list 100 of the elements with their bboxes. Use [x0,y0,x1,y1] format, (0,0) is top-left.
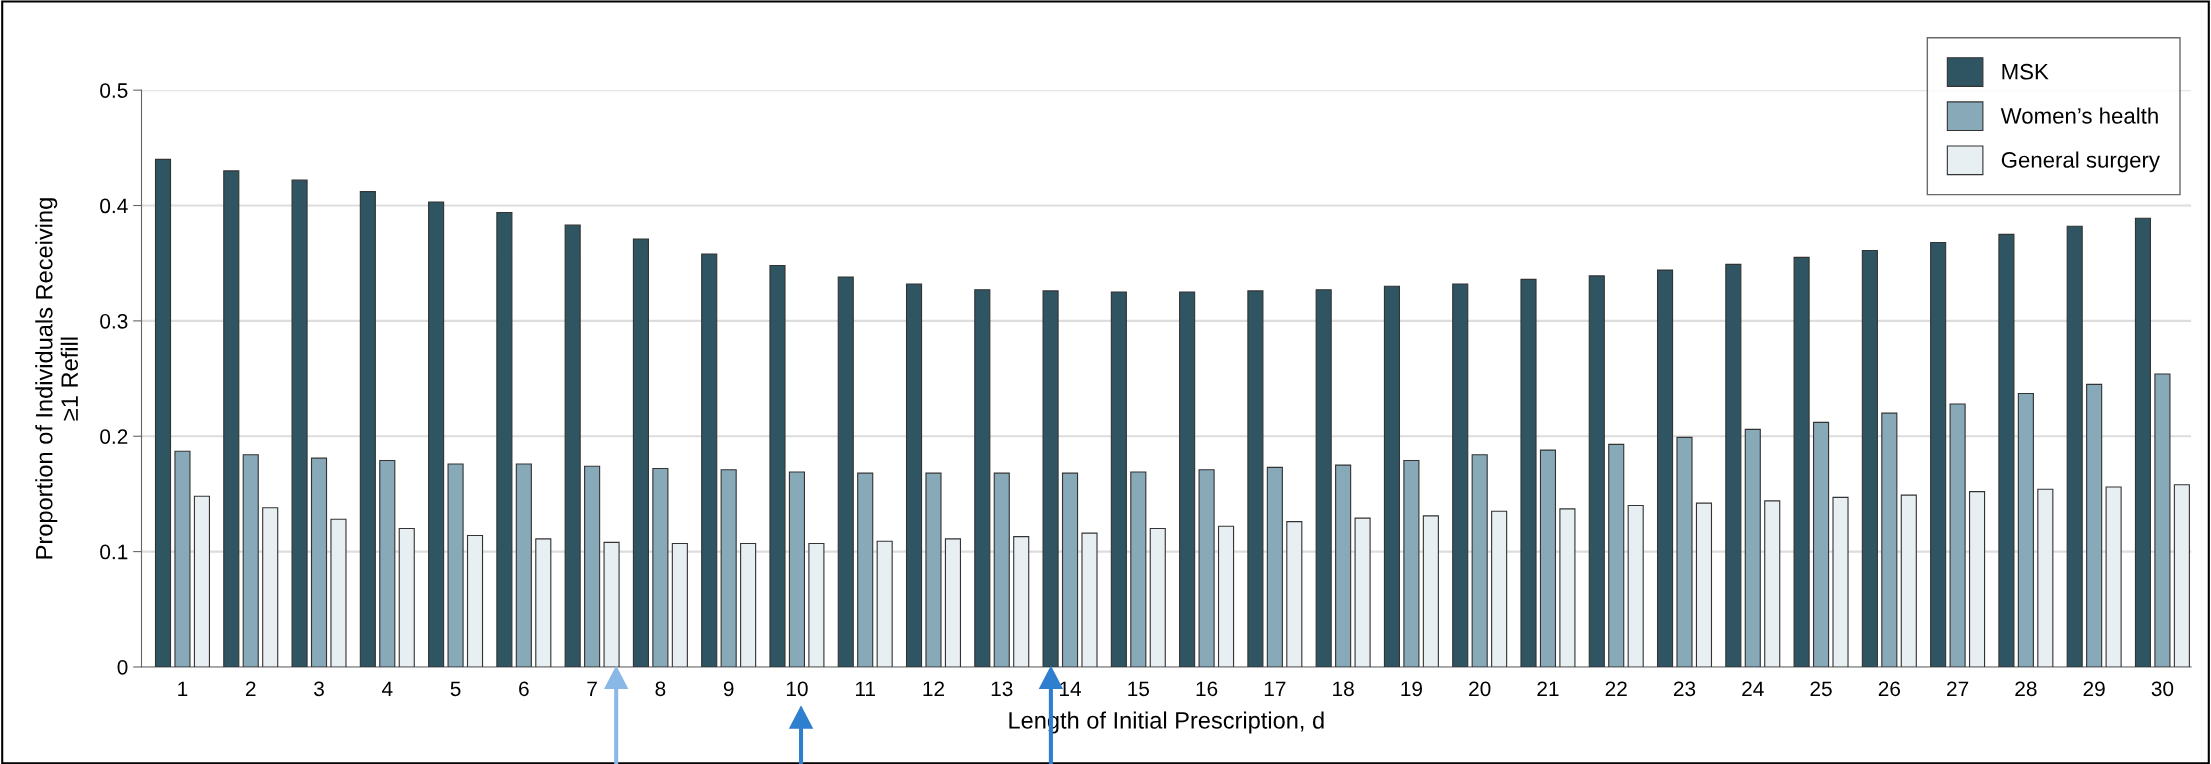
x-tick-label: 14 [1060,681,1082,696]
x-tick-label: 19 [1401,681,1423,697]
x-tick-label: 17 [1264,681,1286,696]
bar [2066,225,2083,667]
bar [1559,508,1576,667]
x-tick-label: 6 [519,681,529,697]
bar [1471,454,1488,667]
bar [876,540,893,667]
bar [1608,443,1625,667]
bar [1968,491,1986,667]
x-tick-label: 11 [855,681,876,696]
x-tick-label: 29 [2083,681,2105,697]
x-tick-label: 25 [1810,681,1832,697]
bar [974,289,991,667]
bar [242,454,259,667]
bar [905,283,923,667]
bar [1744,428,1761,667]
bar [398,527,415,667]
bar [1198,469,1215,667]
bar [1422,515,1439,667]
bar [1491,510,1508,667]
bar [466,534,484,667]
bar [564,224,581,667]
x-tick-label: 7 [587,681,597,696]
y-tick-label: 0.3 [100,313,128,329]
legend-label: Women’s health [2000,107,2158,124]
bar [379,459,396,667]
bar [1266,466,1283,667]
bar [720,469,737,667]
x-tick-label: 12 [923,681,945,696]
bar [925,472,942,667]
bar [652,467,669,667]
bar [1676,436,1693,667]
x-tick-label: 15 [1128,681,1150,697]
bar [1403,459,1420,667]
bar [1861,249,1878,667]
bar [1881,412,1898,667]
x-tick-label: 21 [1537,681,1559,696]
bar [2086,383,2103,667]
bar [447,463,464,667]
bar [2154,373,2171,667]
bar [515,463,532,667]
y-tick-label: 0.1 [100,544,128,560]
y-axis-title: Proportion of Individuals Receiving ≥1 Refill [35,198,79,559]
bar [857,472,874,667]
bar [1081,532,1098,667]
bar [1149,527,1166,667]
x-tick-label: 23 [1673,681,1696,697]
bar [1793,256,1810,667]
bar [1627,504,1644,667]
x-tick-label: 5 [450,681,461,697]
bar [262,507,279,667]
x-tick-label: 27 [1947,681,1969,696]
bar [2037,488,2054,667]
bar [671,542,688,667]
x-tick-label: 26 [1878,681,1900,697]
bar [808,542,825,667]
bar [193,495,210,667]
x-tick-label: 20 [1469,681,1491,697]
bar [174,450,191,667]
x-tick-label: 8 [655,681,666,697]
bar [1900,494,1917,667]
bar [1247,290,1264,667]
bar [2173,484,2190,667]
bar [1539,449,1557,667]
bar [944,538,962,667]
x-tick-label: 22 [1605,681,1627,696]
x-tick-label: 3 [314,681,324,697]
bar [701,253,718,667]
x-tick-label: 16 [1196,681,1218,697]
x-tick-label: 28 [2015,681,2037,697]
x-tick-label: 18 [1333,681,1354,697]
bar [496,211,513,667]
bar [788,471,806,667]
x-tick-label: 1 [178,681,188,696]
bar [1452,283,1469,667]
y-tick-label: 0 [117,659,128,675]
x-tick-label: 9 [723,681,734,697]
bar [837,276,854,667]
bar [223,170,240,667]
legend-label: General surgery [2001,151,2160,173]
bar [1930,241,1947,667]
bar [1061,472,1079,667]
bar [2105,486,2122,667]
bar [1354,517,1371,667]
bar [1286,521,1303,667]
bar [2134,217,2152,667]
y-tick-label: 0.5 [100,83,128,98]
bar [584,465,601,667]
bar [1217,525,1235,667]
bar [1315,289,1332,667]
x-tick-label: 30 [2151,681,2174,697]
bar [1695,502,1713,667]
bar [1588,275,1605,667]
x-tick-label: 4 [381,681,393,696]
bar [1998,233,2015,667]
x-tick-label: 13 [991,681,1013,697]
legend-label: MSK [2002,63,2049,80]
bar [993,472,1010,667]
bar [535,538,552,667]
